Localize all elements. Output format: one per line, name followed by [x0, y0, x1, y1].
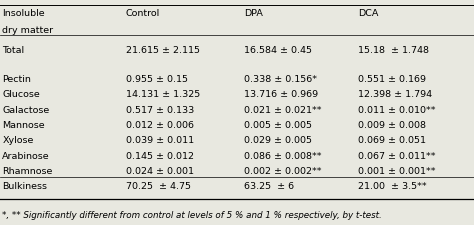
- Text: 0.955 ± 0.15: 0.955 ± 0.15: [126, 74, 188, 83]
- Text: 21.00  ± 3.5**: 21.00 ± 3.5**: [358, 182, 427, 191]
- Text: 0.021 ± 0.021**: 0.021 ± 0.021**: [244, 105, 322, 114]
- Text: 0.039 ± 0.011: 0.039 ± 0.011: [126, 136, 194, 145]
- Text: 0.551 ± 0.169: 0.551 ± 0.169: [358, 74, 426, 83]
- Text: 0.338 ± 0.156*: 0.338 ± 0.156*: [244, 74, 317, 83]
- Text: Bulkiness: Bulkiness: [2, 182, 47, 191]
- Text: *, ** Significantly different from control at levels of 5 % and 1 % respectively: *, ** Significantly different from contr…: [2, 210, 382, 219]
- Text: DPA: DPA: [244, 9, 263, 18]
- Text: 70.25  ± 4.75: 70.25 ± 4.75: [126, 182, 191, 191]
- Text: 0.517 ± 0.133: 0.517 ± 0.133: [126, 105, 194, 114]
- Text: DCA: DCA: [358, 9, 378, 18]
- Text: 0.067 ± 0.011**: 0.067 ± 0.011**: [358, 151, 436, 160]
- Text: Mannose: Mannose: [2, 120, 45, 129]
- Text: 0.069 ± 0.051: 0.069 ± 0.051: [358, 136, 426, 145]
- Text: 0.005 ± 0.005: 0.005 ± 0.005: [244, 120, 312, 129]
- Text: Xylose: Xylose: [2, 136, 34, 145]
- Text: 0.001 ± 0.001**: 0.001 ± 0.001**: [358, 166, 436, 175]
- Text: 0.012 ± 0.006: 0.012 ± 0.006: [126, 120, 193, 129]
- Text: Glucose: Glucose: [2, 90, 40, 99]
- Text: Control: Control: [126, 9, 160, 18]
- Text: Total: Total: [2, 46, 25, 55]
- Text: Pectin: Pectin: [2, 74, 31, 83]
- Text: 21.615 ± 2.115: 21.615 ± 2.115: [126, 46, 200, 55]
- Text: 14.131 ± 1.325: 14.131 ± 1.325: [126, 90, 200, 99]
- Text: Rhamnose: Rhamnose: [2, 166, 53, 175]
- Text: 0.002 ± 0.002**: 0.002 ± 0.002**: [244, 166, 322, 175]
- Text: 15.18  ± 1.748: 15.18 ± 1.748: [358, 46, 429, 55]
- Text: 12.398 ± 1.794: 12.398 ± 1.794: [358, 90, 432, 99]
- Text: 0.029 ± 0.005: 0.029 ± 0.005: [244, 136, 312, 145]
- Text: 63.25  ± 6: 63.25 ± 6: [244, 182, 294, 191]
- Text: 0.009 ± 0.008: 0.009 ± 0.008: [358, 120, 426, 129]
- Text: 0.086 ± 0.008**: 0.086 ± 0.008**: [244, 151, 322, 160]
- Text: 0.024 ± 0.001: 0.024 ± 0.001: [126, 166, 193, 175]
- Text: 0.145 ± 0.012: 0.145 ± 0.012: [126, 151, 193, 160]
- Text: 16.584 ± 0.45: 16.584 ± 0.45: [244, 46, 312, 55]
- Text: Insoluble: Insoluble: [2, 9, 45, 18]
- Text: Arabinose: Arabinose: [2, 151, 50, 160]
- Text: Galactose: Galactose: [2, 105, 50, 114]
- Text: dry matter: dry matter: [2, 26, 54, 35]
- Text: 0.011 ± 0.010**: 0.011 ± 0.010**: [358, 105, 436, 114]
- Text: 13.716 ± 0.969: 13.716 ± 0.969: [244, 90, 318, 99]
